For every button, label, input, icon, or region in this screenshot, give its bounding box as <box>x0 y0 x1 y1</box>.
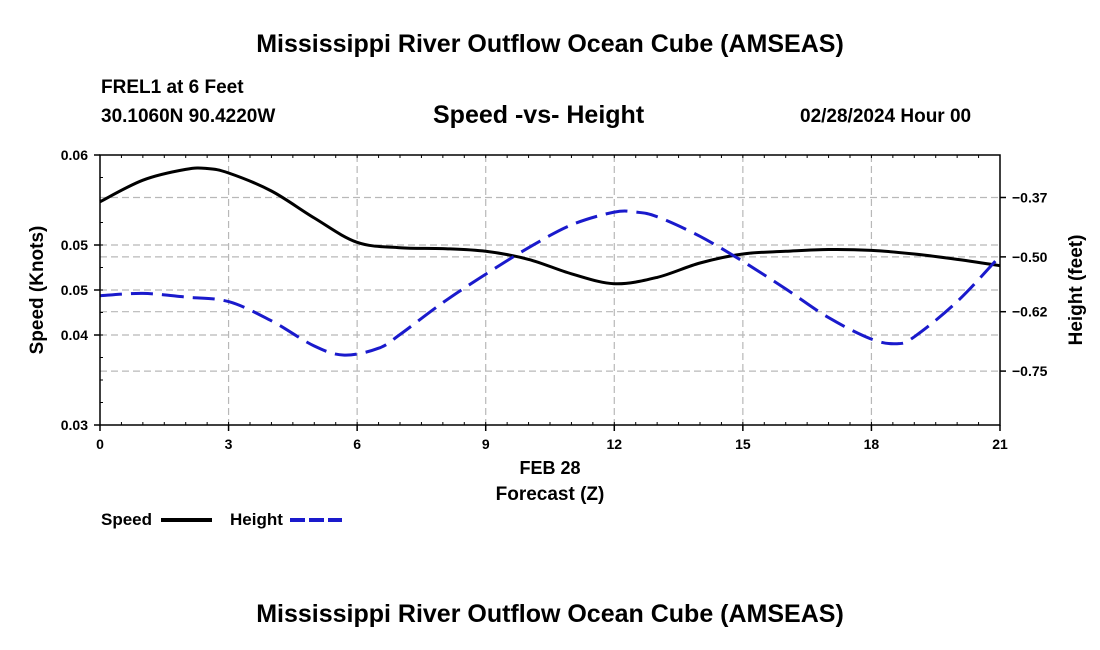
x-tick-label: 12 <box>606 436 622 452</box>
y-tick-label: 0.05 <box>61 282 88 298</box>
y-axis-label: Speed (Knots) <box>27 226 48 355</box>
height-series-line <box>99 209 1002 357</box>
axis-ticks: 0 3 6 9 12 15 18 21 0.03 0.04 0.05 0.05 0.06 −0.37 −0.… <box>61 147 1048 452</box>
speed-series-line <box>99 166 1001 286</box>
x-tick-label: 3 <box>225 436 233 452</box>
y-tick-label: 0.06 <box>61 147 88 163</box>
y-tick-label: 0.03 <box>61 417 88 433</box>
legend-label-height: Height <box>230 510 283 529</box>
y2-tick-label: −0.62 <box>1012 304 1048 320</box>
y-tick-label: 0.05 <box>61 237 88 253</box>
x-tick-label: 9 <box>482 436 490 452</box>
y2-tick-label: −0.37 <box>1012 189 1048 205</box>
x-tick-label: 0 <box>96 436 104 452</box>
y2-tick-label: −0.50 <box>1012 249 1048 265</box>
x-tick-label: 18 <box>864 436 880 452</box>
main-title: Mississippi River Outflow Ocean Cube (AM… <box>256 30 844 58</box>
x-axis-label: Forecast (Z) <box>496 484 605 505</box>
speed-height-chart: 0 3 6 9 12 15 18 21 0.03 0.04 0.05 0.05 0.06 −0.37 −0.… <box>27 147 1087 529</box>
bottom-title: Mississippi River Outflow Ocean Cube (AM… <box>256 600 844 628</box>
x-tick-label: 21 <box>992 436 1008 452</box>
legend-label-speed: Speed <box>101 510 152 529</box>
x-axis-date-label: FEB 28 <box>519 458 580 478</box>
coordinates-label: 30.1060N 90.4220W <box>101 106 276 127</box>
x-tick-label: 15 <box>735 436 751 452</box>
y2-tick-label: −0.75 <box>1012 363 1048 379</box>
forecast-datetime: 02/28/2024 Hour 00 <box>800 106 972 127</box>
series-lines <box>99 166 1002 357</box>
chart-title: Speed -vs- Height <box>433 101 645 129</box>
legend: Speed Height <box>101 510 342 529</box>
grid-lines <box>100 155 1000 425</box>
y-tick-label: 0.04 <box>61 327 88 343</box>
y2-axis-label: Height (feet) <box>1066 235 1087 346</box>
x-tick-label: 6 <box>353 436 361 452</box>
station-label: FREL1 at 6 Feet <box>101 77 244 98</box>
